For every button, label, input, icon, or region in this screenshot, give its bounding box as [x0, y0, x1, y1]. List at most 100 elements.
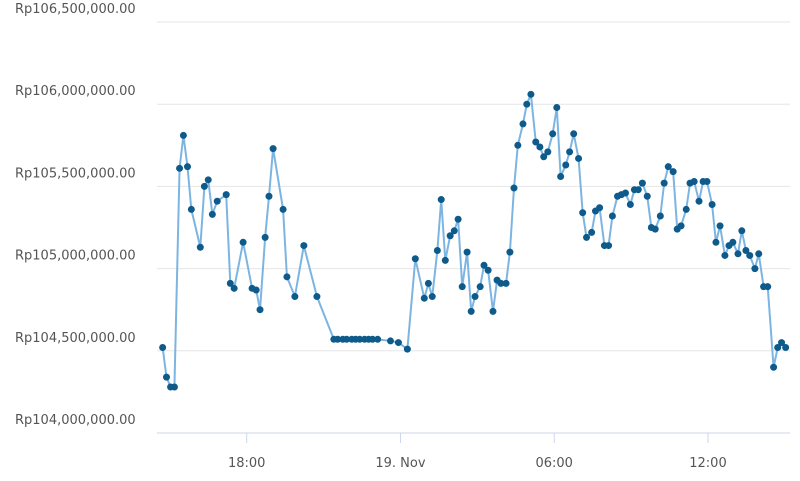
point [450, 227, 458, 235]
x-tick-label: 18:00 [228, 456, 265, 471]
point [403, 345, 411, 353]
line [161, 93, 787, 388]
point [638, 179, 646, 187]
y-tick-label: Rp106,500,000.00 [15, 2, 136, 17]
point [579, 209, 587, 217]
point [343, 335, 351, 343]
point [467, 307, 475, 315]
point [782, 344, 790, 352]
point [213, 197, 221, 205]
point [424, 279, 432, 287]
point [721, 251, 729, 259]
point [463, 248, 471, 256]
x-tick-label: 06:00 [535, 456, 572, 471]
point [596, 204, 604, 212]
point [187, 205, 195, 213]
y-tick-label: Rp106,000,000.00 [15, 84, 136, 99]
point [570, 130, 578, 138]
point [690, 177, 698, 185]
point [755, 250, 763, 258]
point [566, 148, 574, 156]
point [751, 265, 759, 273]
point [746, 251, 754, 259]
point [176, 164, 184, 172]
point [774, 344, 782, 352]
point [208, 210, 216, 218]
point [170, 383, 178, 391]
point [608, 212, 616, 220]
point [300, 242, 308, 250]
point [471, 293, 479, 301]
point [484, 266, 492, 274]
point [411, 255, 419, 263]
x-tick-label: 12:00 [689, 456, 726, 471]
point [394, 339, 402, 347]
point [557, 173, 565, 181]
point [454, 215, 462, 223]
point [677, 222, 685, 230]
point [162, 373, 170, 381]
point [506, 248, 514, 256]
point [356, 335, 364, 343]
point [313, 293, 321, 301]
point [523, 100, 531, 108]
point [527, 90, 535, 98]
point [738, 227, 746, 235]
point [519, 120, 527, 128]
point [532, 138, 540, 146]
point [480, 261, 488, 269]
point [634, 186, 642, 194]
point [441, 256, 449, 264]
point [544, 148, 552, 156]
point [334, 335, 342, 343]
point [729, 238, 737, 246]
point [159, 344, 167, 352]
point [643, 192, 651, 200]
point [489, 307, 497, 315]
point [770, 363, 778, 371]
point [183, 163, 191, 171]
x-tick-label: 19. Nov [375, 456, 425, 471]
point [291, 293, 299, 301]
point [476, 283, 484, 291]
point [708, 200, 716, 208]
point [764, 283, 772, 291]
point [437, 196, 445, 204]
point [536, 143, 544, 151]
point [549, 130, 557, 138]
point [446, 232, 454, 240]
point [239, 238, 247, 246]
point [583, 233, 591, 241]
point [656, 212, 664, 220]
point [283, 273, 291, 281]
point [742, 247, 750, 255]
point [553, 103, 561, 111]
point [497, 279, 505, 287]
point [514, 141, 522, 149]
point [200, 182, 208, 190]
point [204, 176, 212, 184]
point [682, 205, 690, 213]
point [226, 279, 234, 287]
y-tick-label: Rp105,000,000.00 [15, 249, 136, 264]
point [428, 293, 436, 301]
point [502, 279, 510, 287]
point [621, 189, 629, 197]
point [256, 306, 264, 314]
y-tick-label: Rp104,000,000.00 [15, 413, 136, 428]
point [562, 161, 570, 169]
point [222, 191, 230, 199]
point [695, 197, 703, 205]
point [196, 243, 204, 251]
point [433, 247, 441, 255]
point [179, 131, 187, 139]
point [734, 250, 742, 258]
point [716, 222, 724, 230]
point [540, 153, 548, 161]
point [458, 283, 466, 291]
point [651, 225, 659, 233]
y-tick-label: Rp105,500,000.00 [15, 166, 136, 181]
point [279, 205, 287, 213]
